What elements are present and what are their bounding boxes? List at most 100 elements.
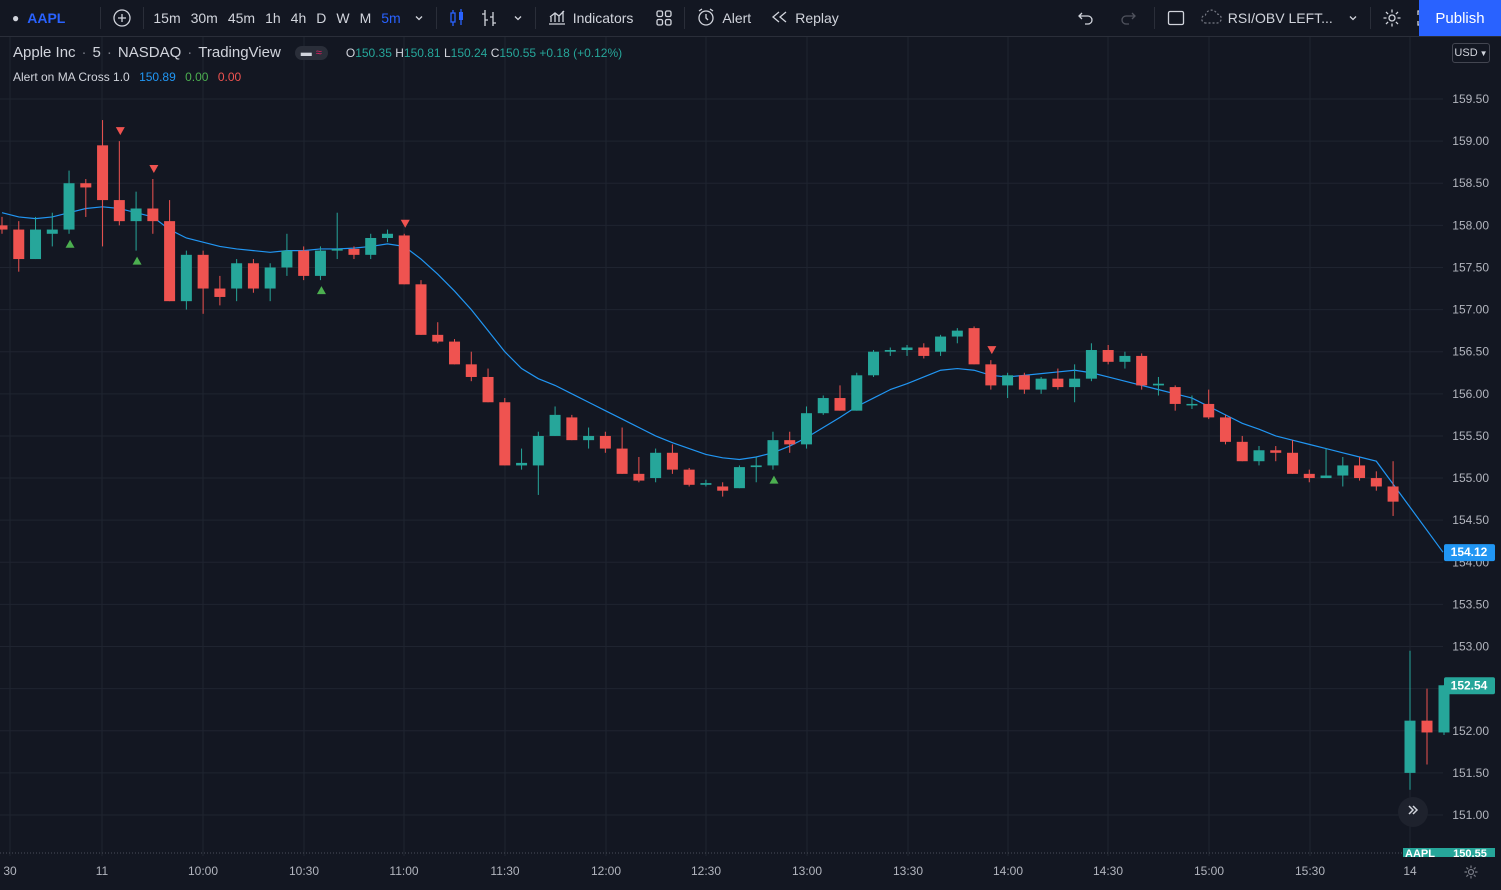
apple-icon: ● (12, 11, 20, 25)
interval-5m[interactable]: 5m (381, 10, 401, 26)
candle-body (935, 336, 947, 352)
time-tick: 10:00 (188, 864, 218, 878)
candles (0, 120, 1450, 790)
time-tick: 13:30 (893, 864, 923, 878)
candle-body (1119, 355, 1131, 362)
price-tick: 152.50 (1452, 682, 1489, 696)
interval-dropdown[interactable] (406, 0, 432, 36)
cross-markers (65, 127, 997, 484)
interval-w[interactable]: W (336, 10, 350, 26)
candle-body (1370, 478, 1382, 487)
redo-button[interactable] (1112, 0, 1144, 36)
wave-icon: ≈ (315, 46, 322, 59)
candle (1102, 344, 1114, 365)
candle (1370, 471, 1382, 491)
bar-type-dropdown[interactable] (505, 0, 531, 36)
interval-m[interactable]: M (359, 10, 372, 26)
scroll-to-realtime-button[interactable] (1398, 797, 1428, 827)
currency-button[interactable]: USD ▼ (1452, 43, 1490, 63)
candle (63, 170, 75, 234)
time-tick: 10:30 (289, 864, 319, 878)
layout-button[interactable] (1159, 0, 1193, 36)
legend-toggle[interactable]: ▬ ≈ (294, 45, 328, 60)
candle-body (1354, 465, 1366, 479)
templates-button[interactable] (648, 0, 680, 36)
interval-45m[interactable]: 45m (227, 10, 256, 26)
candle-body (30, 229, 42, 260)
layout-name-label: RSI/OBV LEFT... (1227, 10, 1333, 26)
candle (46, 212, 58, 247)
layout-dropdown[interactable] (1340, 0, 1366, 36)
legend-dot: · (106, 44, 112, 61)
indicators-label: Indicators (572, 10, 634, 26)
alert-button[interactable]: Alert (689, 0, 758, 36)
candle (750, 457, 762, 483)
candle-body (13, 229, 25, 260)
candle-body (348, 248, 360, 255)
candle (683, 467, 695, 487)
last-price-badge-text: 152.54 (1451, 678, 1488, 692)
candle-body (465, 364, 477, 377)
candle-body (851, 375, 863, 411)
publish-button[interactable]: Publish (1419, 0, 1501, 36)
candle-body (1102, 350, 1114, 362)
ohlc-values: O150.35 H150.81 L150.24 C150.55 +0.18 (+… (345, 45, 623, 60)
indicators-icon (547, 8, 567, 29)
candle-body (985, 364, 997, 386)
rewind-icon (771, 10, 789, 27)
chevron-down-icon: ▼ (1479, 48, 1488, 58)
undo-button[interactable] (1070, 0, 1102, 36)
time-tick: 13:00 (792, 864, 822, 878)
compare-symbol-button[interactable] (105, 0, 139, 36)
interval-30m[interactable]: 30m (190, 10, 218, 26)
time-tick: 14:00 (993, 864, 1023, 878)
candle (1035, 376, 1047, 394)
layout-name-button[interactable]: RSI/OBV LEFT... (1193, 0, 1340, 36)
candle (834, 385, 846, 411)
candle (1069, 364, 1081, 403)
interval-1h[interactable]: 1h (265, 10, 281, 26)
interval-d[interactable]: D (316, 10, 327, 26)
time-tick: 11:30 (490, 864, 519, 878)
sell-marker-icon (400, 219, 410, 228)
buy-marker-icon (65, 239, 75, 248)
interval-15m[interactable]: 15m (153, 10, 181, 26)
candle (499, 398, 511, 466)
indicators-button[interactable]: Indicators (540, 0, 641, 36)
interval-4h[interactable]: 4h (290, 10, 307, 26)
square-icon (1166, 8, 1186, 28)
price-tick: 159.50 (1452, 92, 1489, 106)
candle (130, 191, 142, 251)
candle (1136, 353, 1148, 390)
candle (1387, 461, 1399, 516)
candle-body (365, 237, 377, 255)
candle-body (398, 235, 410, 285)
candle (415, 280, 427, 335)
separator (534, 7, 536, 29)
price-tick: 153.50 (1452, 597, 1489, 611)
ma-polyline (1, 206, 1444, 553)
separator (1153, 7, 1155, 29)
candle-body (750, 465, 762, 468)
axis-settings-button[interactable] (1463, 864, 1479, 885)
bar-type-button[interactable] (473, 0, 505, 36)
replay-button[interactable]: Replay (764, 0, 846, 36)
candle-body (566, 417, 578, 441)
candle-body (1404, 720, 1416, 773)
candle-body (616, 448, 628, 474)
candle (1119, 351, 1131, 369)
top-toolbar: ● AAPL 15m 30m 45m 1h 4h D W M 5m (0, 0, 1501, 37)
candle-body (733, 467, 745, 489)
candle (616, 427, 628, 474)
redo-icon (1119, 10, 1137, 26)
candle-body (46, 229, 58, 234)
settings-button[interactable] (1375, 0, 1409, 36)
candle-body (113, 200, 125, 222)
candle-body (549, 414, 561, 436)
indicator-legend[interactable]: Alert on MA Cross 1.0 150.89 0.00 0.00 (13, 70, 247, 84)
chart-type-button[interactable] (441, 0, 473, 36)
symbol-search[interactable]: ● AAPL (0, 0, 72, 36)
candle (851, 372, 863, 411)
candle-body (784, 440, 796, 445)
